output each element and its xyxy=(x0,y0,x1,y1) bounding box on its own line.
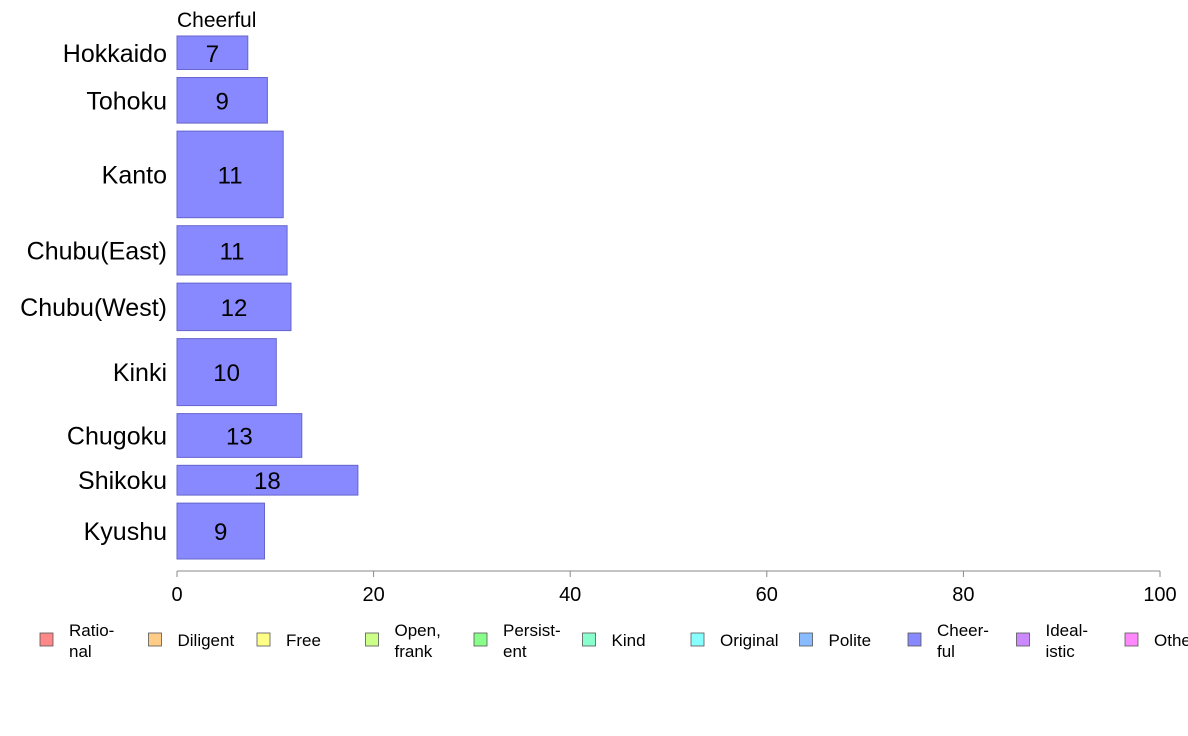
legend-label: Ratio-nal xyxy=(69,621,114,661)
bar-value-label: 11 xyxy=(220,238,245,265)
category-label: Kanto xyxy=(102,161,167,189)
category-label: Shikoku xyxy=(78,467,167,495)
bar-value-label: 13 xyxy=(226,424,253,451)
bar-value-label: 9 xyxy=(214,519,227,546)
legend-swatch xyxy=(690,632,705,647)
legend-swatch xyxy=(256,632,271,647)
legend-label: Diligent xyxy=(178,631,235,650)
legend-swatch xyxy=(148,632,162,647)
legend-label: Kind xyxy=(612,631,646,650)
legend-swatch xyxy=(365,632,379,647)
category-label: Kinki xyxy=(113,359,167,387)
bar-value-label: 9 xyxy=(216,88,229,115)
x-tick-label: 40 xyxy=(559,584,581,606)
bar-tohoku xyxy=(176,77,268,124)
legend-item-other: Other xyxy=(1124,631,1188,650)
bar-chugoku xyxy=(176,413,303,458)
legend-swatch xyxy=(799,632,813,647)
legend-label: Persist-ent xyxy=(503,621,561,661)
legend-swatch xyxy=(582,632,596,647)
legend-item-ideal-istic: Ideal-istic xyxy=(1016,621,1089,661)
x-axis: 0 20 40 60 80 100 xyxy=(171,570,1177,606)
bars-group: Hokkaido 7 Tohoku 9 Kanto 11 Chubu(East) 11 Chub… xyxy=(20,35,359,560)
legend-label: Free xyxy=(286,631,321,650)
legend-swatch xyxy=(473,632,488,647)
bar-hokkaido xyxy=(176,35,249,70)
bar-value-label: 12 xyxy=(221,295,248,322)
bar-value-label: 7 xyxy=(206,41,219,68)
bar-kyushu xyxy=(176,502,265,560)
legend-item-cheer-ful: Cheer-ful xyxy=(907,621,989,661)
legend-swatch xyxy=(1016,632,1030,647)
x-tick-label: 60 xyxy=(756,584,778,606)
legend-item-open-frank: Open, frank xyxy=(365,621,441,661)
bar-chubu-east- xyxy=(176,225,288,276)
x-tick-label: 0 xyxy=(171,584,182,606)
legend-item-original: Original xyxy=(690,631,779,650)
category-label: Chubu(East) xyxy=(27,237,167,265)
x-tick-label: 20 xyxy=(362,584,384,606)
category-label: Tohoku xyxy=(86,87,167,115)
bar-value-label: 11 xyxy=(218,162,243,189)
legend-item-persist-ent: Persist-ent xyxy=(473,621,561,661)
category-label: Kyushu xyxy=(84,518,167,546)
bar-value-label: 18 xyxy=(254,468,281,495)
bar-value-label: 10 xyxy=(213,360,240,387)
legend-label: Polite xyxy=(829,631,872,650)
bar-kanto xyxy=(176,130,284,219)
chart-title: Cheerful xyxy=(177,9,256,32)
x-tick-label: 80 xyxy=(952,584,974,606)
legend-item-ratio-nal: Ratio-nal xyxy=(39,621,114,661)
bar-chubu-west- xyxy=(176,282,292,332)
legend-label: Other xyxy=(1154,631,1188,650)
legend-label: Original xyxy=(720,631,779,650)
category-label: Chugoku xyxy=(67,423,167,451)
legend-label: Ideal-istic xyxy=(1046,621,1089,661)
legend-swatch xyxy=(39,632,54,647)
legend-item-free: Free xyxy=(256,631,321,650)
legend-label: Open, frank xyxy=(395,621,441,661)
legend-item-kind: Kind xyxy=(582,631,646,650)
category-label: Hokkaido xyxy=(63,40,167,68)
legend-item-polite: Polite xyxy=(799,631,872,650)
bar-kinki xyxy=(176,338,277,407)
x-tick-label: 100 xyxy=(1143,584,1176,606)
legend: Ratio-nal Diligent Free Open, frank Persist-e… xyxy=(39,621,1188,661)
legend-swatch xyxy=(1124,632,1139,647)
bar-shikoku xyxy=(176,464,359,496)
legend-swatch xyxy=(907,632,922,647)
category-label: Chubu(West) xyxy=(20,294,167,322)
legend-item-diligent: Diligent xyxy=(148,631,235,650)
legend-label: Cheer-ful xyxy=(937,621,989,661)
